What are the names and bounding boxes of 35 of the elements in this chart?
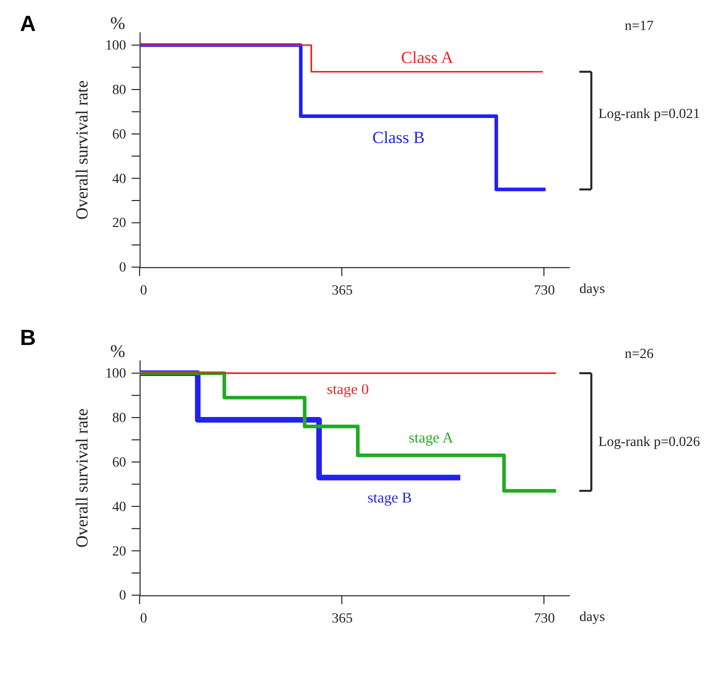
y-tick-label: 60: [112, 127, 126, 142]
chart-title: A: [20, 10, 36, 36]
text: Log-rank p=0.026: [598, 435, 700, 450]
y-tick-label: 100: [105, 366, 126, 382]
chart-title: B: [20, 324, 36, 350]
y-tick-label: 80: [112, 83, 126, 98]
y-tick-label: 20: [112, 544, 126, 560]
y-tick-label: 80: [112, 411, 126, 426]
x-tick-label: 730: [534, 284, 555, 299]
y-tick-label: 40: [112, 172, 126, 187]
text: %: [110, 12, 126, 33]
x-axis-title: days: [579, 610, 605, 626]
y-tick-label: 60: [112, 455, 126, 470]
y-tick-label: 40: [112, 500, 126, 515]
x-tick-label: 730: [534, 612, 555, 627]
x-tick-label: 365: [332, 284, 353, 299]
y-tick-label: 0: [119, 260, 126, 276]
series-label: stage 0: [326, 382, 369, 398]
x-tick-label: 0: [140, 284, 148, 299]
text: %: [110, 340, 126, 361]
y-axis-title: Overall survival rate: [72, 80, 92, 220]
y-axis-title: Overall survival rate: [72, 408, 92, 548]
text: Log-rank p=0.021: [598, 107, 700, 122]
y-tick-label: 100: [105, 38, 126, 54]
x-tick-label: 365: [332, 612, 353, 627]
y-tick-label: 0: [119, 588, 126, 604]
series-label: Class B: [372, 128, 425, 148]
x-tick-label: 0: [140, 612, 148, 627]
text: n=26: [624, 346, 654, 362]
x-axis-title: days: [579, 282, 605, 298]
series-label: stage B: [367, 490, 412, 506]
series-label: Class A: [400, 48, 454, 67]
y-tick-label: 20: [112, 216, 126, 232]
series-label: stage A: [408, 430, 454, 446]
text: n=17: [624, 18, 654, 34]
